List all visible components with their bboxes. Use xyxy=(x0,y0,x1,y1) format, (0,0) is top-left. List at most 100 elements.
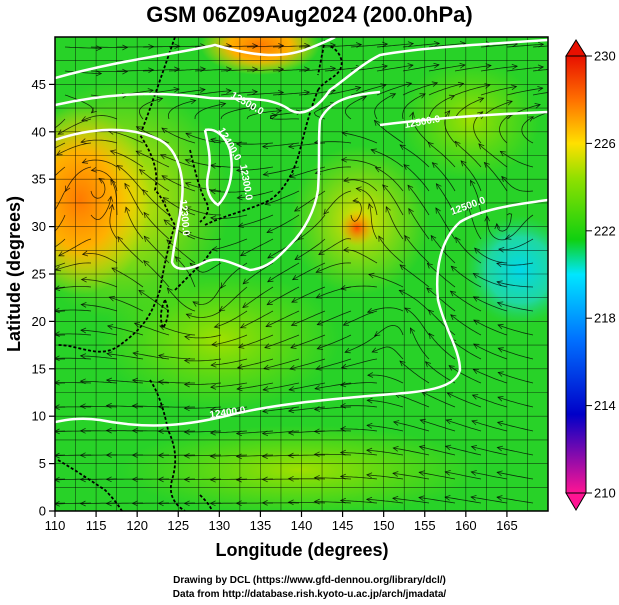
streamline-arrow xyxy=(143,260,150,267)
streamline-arrow xyxy=(470,179,476,187)
streamline xyxy=(471,420,508,432)
streamline-arrow xyxy=(426,262,433,269)
streamline xyxy=(236,166,274,171)
streamline-arrow xyxy=(239,323,247,329)
streamline xyxy=(497,324,534,336)
streamline-arrow xyxy=(318,249,325,255)
streamline xyxy=(445,445,482,456)
streamline-arrow xyxy=(288,386,295,392)
x-tick-label: 155 xyxy=(414,518,436,533)
streamline-arrow xyxy=(392,471,399,477)
streamline-arrow xyxy=(147,88,154,94)
streamline-arrow xyxy=(430,234,437,242)
streamline-arrow xyxy=(184,334,191,341)
streamline-arrow xyxy=(156,96,164,103)
streamline-arrow xyxy=(564,43,569,48)
contour-12400-north xyxy=(55,38,548,114)
warm-core-east xyxy=(339,210,375,246)
streamline xyxy=(367,424,404,432)
streamline xyxy=(175,256,196,288)
colorbar-top-arrow xyxy=(565,39,587,57)
streamline-arrow xyxy=(297,234,304,240)
streamline-arrow xyxy=(407,184,414,191)
streamline-arrow xyxy=(398,289,405,295)
streamline xyxy=(237,358,274,369)
streamline xyxy=(210,454,248,457)
streamline xyxy=(138,97,163,120)
streamline xyxy=(288,501,326,504)
streamline-arrow xyxy=(90,107,97,114)
streamline-arrow xyxy=(473,319,480,325)
streamline-arrow xyxy=(105,476,112,483)
streamline xyxy=(392,497,430,504)
streamline-arrow xyxy=(399,264,406,271)
streamline-arrow xyxy=(161,175,168,181)
streamline-arrow xyxy=(378,235,384,242)
streamline-arrow xyxy=(506,100,513,106)
streamline-arrow xyxy=(339,497,346,504)
streamline-arrow xyxy=(174,43,181,50)
streamline-arrow xyxy=(184,206,192,212)
streamline xyxy=(109,296,144,312)
colorbar: 210 214 218 222 226 230 xyxy=(565,39,616,511)
streamline xyxy=(142,68,180,72)
y-tick-label: 45 xyxy=(32,77,46,92)
streamline xyxy=(499,113,512,144)
streamline-arrow xyxy=(157,353,165,360)
streamline xyxy=(194,90,232,96)
streamline xyxy=(367,307,404,313)
streamline-arrow xyxy=(131,377,139,384)
streamline-arrow xyxy=(192,301,199,307)
streamline-arrow xyxy=(435,183,442,190)
streamline-arrow xyxy=(471,419,478,426)
streamline-arrow xyxy=(157,476,164,483)
streamline xyxy=(343,179,378,192)
streamline xyxy=(291,286,326,303)
streamline xyxy=(451,265,482,288)
streamline-arrow xyxy=(454,140,461,147)
streamline-arrow xyxy=(135,150,142,156)
streamline-arrow xyxy=(184,232,192,238)
streamline xyxy=(342,132,378,144)
streamline xyxy=(291,310,326,326)
colorbar-body xyxy=(565,55,587,494)
streamline xyxy=(323,190,352,215)
streamline-arrow xyxy=(410,327,416,334)
coastlines xyxy=(57,37,343,511)
streamline-arrow xyxy=(294,254,301,261)
streamline-arrow xyxy=(497,396,504,402)
streamline-arrow xyxy=(290,320,298,327)
streamline-arrow xyxy=(368,272,375,279)
streamline xyxy=(290,334,326,349)
footer-credit-data: Data from http://database.rish.kyoto-u.a… xyxy=(172,589,447,600)
streamline xyxy=(240,238,274,257)
streamline-arrow xyxy=(225,88,232,94)
streamline-arrow xyxy=(446,392,454,398)
streamline xyxy=(139,169,170,192)
streamline-arrow xyxy=(339,473,346,480)
x-tick-label: 130 xyxy=(208,518,230,533)
streamline xyxy=(64,46,102,49)
streamline-arrow xyxy=(157,379,164,385)
y-tick-label: 40 xyxy=(32,124,46,139)
streamline xyxy=(117,69,154,72)
streamline xyxy=(445,496,482,504)
streamline xyxy=(471,471,508,480)
streamline-arrow xyxy=(501,175,508,183)
streamline xyxy=(497,471,534,480)
streamline-arrow xyxy=(343,177,350,183)
streamline xyxy=(393,421,430,432)
streamline xyxy=(124,183,144,216)
streamline-arrow xyxy=(385,205,391,213)
streamline xyxy=(185,159,222,168)
streamline xyxy=(210,214,248,219)
streamline-arrow xyxy=(162,196,169,203)
streamline xyxy=(185,132,222,144)
streamline xyxy=(263,166,300,176)
streamline xyxy=(340,285,378,290)
streamline-arrow xyxy=(459,62,466,69)
streamline xyxy=(220,91,258,96)
streamline-arrow xyxy=(499,150,506,157)
streamline xyxy=(161,127,196,144)
streamline-arrow xyxy=(262,386,269,392)
